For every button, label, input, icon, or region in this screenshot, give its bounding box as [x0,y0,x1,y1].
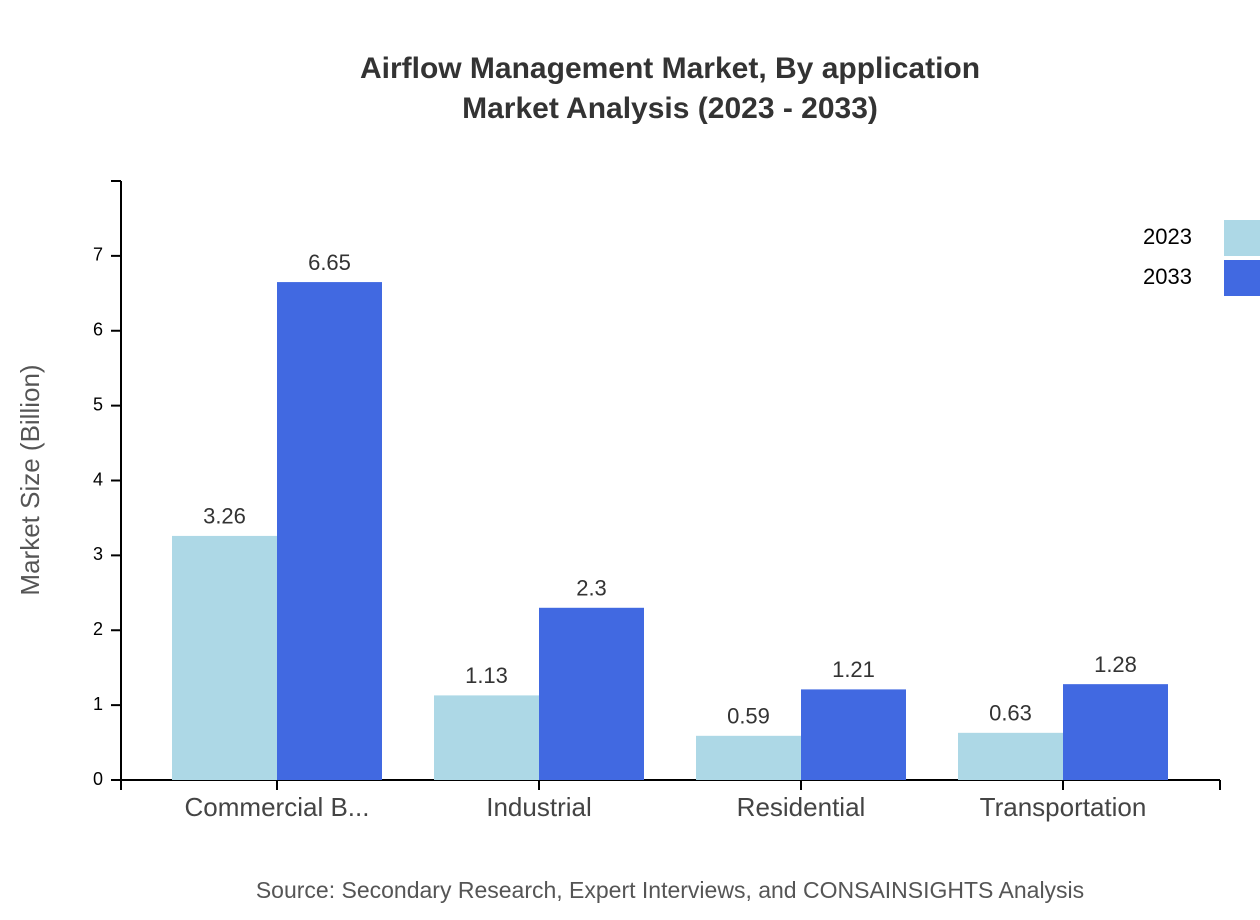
bar [539,607,644,780]
value-label: 2.3 [576,576,607,601]
value-label: 1.28 [1094,652,1137,677]
y-axis-label: Market Size (Billion) [15,364,45,595]
y-tick-label: 4 [93,469,103,489]
chart-subtitle: Market Analysis (2023 - 2033) [462,92,878,125]
y-tick-label: 5 [93,394,103,414]
bar [958,732,1063,780]
value-label: 0.63 [989,701,1032,726]
x-tick-label: Commercial B... [185,792,370,822]
y-tick-label: 7 [93,245,103,265]
value-label: 1.21 [832,657,875,682]
y-tick-label: 0 [93,769,103,789]
bar [277,282,382,780]
legend-label: 2023 [1143,224,1192,249]
y-tick-label: 1 [93,694,103,714]
legend-swatch [1224,220,1260,256]
y-tick-label: 6 [93,320,103,340]
value-label: 0.59 [727,704,770,729]
value-label: 1.13 [465,663,508,688]
legend-label: 2033 [1143,264,1192,289]
source-note: Source: Secondary Research, Expert Inter… [256,877,1084,903]
y-tick-label: 3 [93,544,103,564]
x-tick-label: Transportation [980,792,1147,822]
value-label: 6.65 [308,250,351,275]
y-tick-label: 2 [93,619,103,639]
bar [434,695,539,780]
bar [801,689,906,780]
bar [1063,684,1168,780]
x-tick-label: Residential [737,792,866,822]
chart-title: Airflow Management Market, By applicatio… [360,52,980,85]
bar [172,535,277,780]
bar [696,735,801,780]
x-tick-label: Industrial [486,792,592,822]
value-label: 3.26 [203,504,246,529]
legend-swatch [1224,260,1260,296]
